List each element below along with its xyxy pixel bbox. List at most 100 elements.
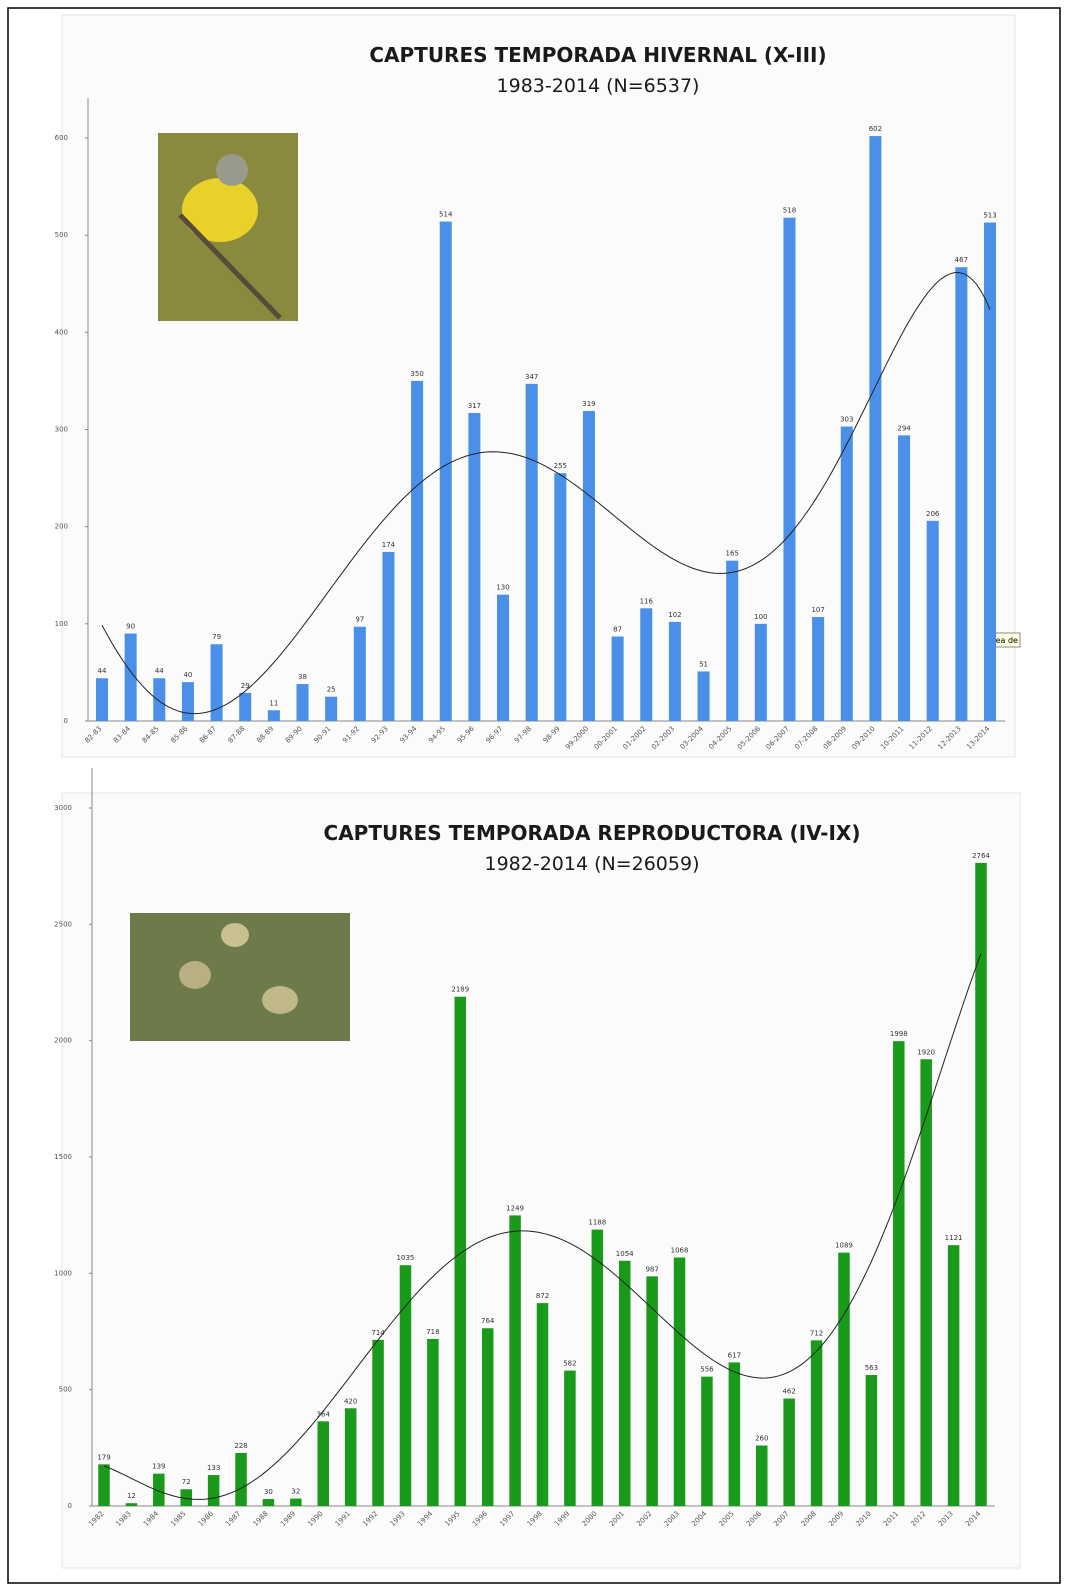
bar xyxy=(537,1303,549,1506)
value-label: 1121 xyxy=(945,1234,963,1242)
value-label: 44 xyxy=(98,667,107,675)
value-label: 133 xyxy=(207,1464,220,1472)
bar xyxy=(701,1377,713,1506)
bar xyxy=(509,1215,521,1506)
bar xyxy=(564,1371,576,1506)
value-label: 303 xyxy=(840,416,853,424)
bar xyxy=(583,411,595,721)
value-label: 179 xyxy=(97,1453,110,1461)
bar xyxy=(756,1446,768,1506)
value-label: 1035 xyxy=(397,1254,415,1262)
value-label: 462 xyxy=(782,1388,795,1396)
bar xyxy=(783,218,795,721)
value-label: 255 xyxy=(554,462,567,470)
value-label: 30 xyxy=(264,1488,273,1496)
y-tick-label: 1000 xyxy=(54,1269,72,1277)
bar xyxy=(354,627,366,721)
bar xyxy=(811,1340,823,1506)
chart-title: CAPTURES TEMPORADA REPRODUCTORA (IV-IX) xyxy=(324,821,861,845)
value-label: 1068 xyxy=(671,1247,689,1255)
value-label: 1089 xyxy=(835,1242,853,1250)
value-label: 72 xyxy=(182,1478,191,1486)
y-tick-label: 0 xyxy=(64,717,68,725)
value-label: 556 xyxy=(700,1366,714,1374)
bar xyxy=(325,697,337,721)
value-label: 11 xyxy=(269,699,278,707)
value-label: 563 xyxy=(865,1364,878,1372)
value-label: 718 xyxy=(426,1328,439,1336)
bird-photo xyxy=(158,133,298,321)
bar xyxy=(98,1464,110,1506)
y-tick-label: 400 xyxy=(55,328,68,336)
bar xyxy=(948,1245,960,1506)
value-label: 2764 xyxy=(972,852,990,860)
value-label: 617 xyxy=(728,1351,741,1359)
value-label: 467 xyxy=(955,256,968,264)
bar xyxy=(455,997,467,1506)
value-label: 518 xyxy=(783,207,796,215)
bar xyxy=(263,1499,275,1506)
y-tick-label: 500 xyxy=(55,231,68,239)
bar xyxy=(497,595,509,721)
y-tick-label: 200 xyxy=(55,523,68,531)
bar xyxy=(239,693,251,721)
value-label: 2189 xyxy=(451,986,469,994)
chart-title: CAPTURES TEMPORADA HIVERNAL (X-III) xyxy=(369,43,826,67)
y-tick-label: 100 xyxy=(55,620,68,628)
bar xyxy=(898,435,910,721)
value-label: 25 xyxy=(327,686,336,694)
y-tick-label: 2000 xyxy=(54,1037,72,1045)
value-label: 1920 xyxy=(917,1048,935,1056)
bar xyxy=(669,622,681,721)
value-label: 51 xyxy=(699,660,708,668)
y-tick-label: 0 xyxy=(68,1502,72,1510)
chart-subtitle: 1982-2014 (N=26059) xyxy=(484,853,699,875)
value-label: 40 xyxy=(183,671,192,679)
value-label: 764 xyxy=(481,1317,495,1325)
bar xyxy=(955,267,967,721)
value-label: 420 xyxy=(344,1397,357,1405)
value-label: 1249 xyxy=(506,1204,524,1212)
y-tick-label: 300 xyxy=(55,426,68,434)
value-label: 582 xyxy=(563,1360,576,1368)
bar xyxy=(984,223,996,721)
value-label: 130 xyxy=(496,584,509,592)
value-label: 319 xyxy=(582,400,595,408)
value-label: 90 xyxy=(126,623,135,631)
value-label: 712 xyxy=(810,1329,823,1337)
value-label: 165 xyxy=(726,550,739,558)
bar xyxy=(698,671,710,721)
bar xyxy=(640,608,652,721)
bar xyxy=(755,624,767,721)
value-label: 1188 xyxy=(588,1219,606,1227)
y-tick-label: 600 xyxy=(55,134,68,142)
bar xyxy=(235,1453,247,1506)
value-label: 12 xyxy=(127,1492,136,1500)
bar xyxy=(812,617,824,721)
bar xyxy=(927,521,939,721)
value-label: 1998 xyxy=(890,1030,908,1038)
bar xyxy=(372,1340,384,1506)
value-label: 206 xyxy=(926,510,940,518)
bar xyxy=(126,1503,138,1506)
value-label: 116 xyxy=(640,597,654,605)
bar xyxy=(482,1328,494,1506)
y-tick-label: 3000 xyxy=(54,804,72,812)
value-label: 514 xyxy=(439,211,453,219)
bar xyxy=(468,413,480,721)
value-label: 100 xyxy=(754,613,767,621)
bar xyxy=(297,684,309,721)
value-label: 87 xyxy=(613,625,622,633)
y-tick-label: 500 xyxy=(59,1386,72,1394)
value-label: 350 xyxy=(410,370,423,378)
bar xyxy=(382,552,394,721)
bar xyxy=(726,561,738,721)
bar xyxy=(554,473,566,721)
bar xyxy=(96,678,108,721)
bar xyxy=(866,1375,878,1506)
bar xyxy=(440,222,452,721)
value-label: 79 xyxy=(212,633,221,641)
chart-page: CAPTURES TEMPORADA HIVERNAL (X-III) 1983… xyxy=(0,0,1070,1591)
bar xyxy=(317,1421,329,1506)
bar xyxy=(182,682,194,721)
